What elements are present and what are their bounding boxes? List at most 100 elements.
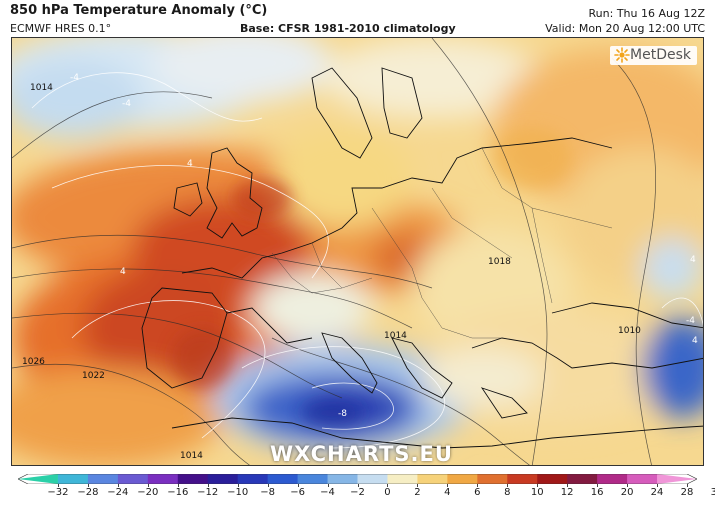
watermark: WXCHARTS.EU [270, 442, 453, 466]
colorbar-tickmark [417, 484, 419, 487]
coastlines [141, 67, 703, 449]
colorbar-tick-label: 10 [530, 487, 544, 498]
colorbar-tick-label: 16 [590, 487, 604, 498]
map-canvas: 1014 1026 1022 1018 1014 1010 1014 -4 -4… [12, 38, 703, 465]
colorbar-segment [207, 474, 239, 484]
colorbar-tickmark [177, 484, 179, 487]
anomaly-label: 4 [120, 267, 126, 277]
colorbar-segment [147, 474, 179, 484]
colorbar-segment [567, 474, 598, 484]
colorbar-tick-label: 12 [560, 487, 574, 498]
colorbar-tick-label: −2 [350, 487, 365, 498]
anomaly-label: 4 [187, 159, 193, 169]
colorbar-tickmark [57, 484, 59, 487]
header: 850 hPa Temperature Anomaly (°C) ECMWF H… [0, 0, 715, 38]
colorbar-segment [87, 474, 119, 484]
run-label: Run: Thu 16 Aug 12Z [588, 7, 705, 20]
colorbar-segments [18, 474, 697, 484]
colorbar-tick-label: 6 [474, 487, 481, 498]
anomaly-label: -4 [122, 99, 131, 109]
sun-icon [614, 47, 630, 63]
colorbar-tick-label: −20 [137, 487, 159, 498]
country-borders [271, 147, 613, 339]
anomaly-label: -8 [338, 409, 347, 419]
colorbar-segment [537, 474, 568, 484]
colorbar-segment [657, 474, 697, 484]
colorbar-segment [57, 474, 89, 484]
colorbar-tickmark [657, 484, 659, 487]
colorbar-tick-label: 0 [384, 487, 391, 498]
colorbar-tickmark [447, 484, 449, 487]
colorbar-segment [117, 474, 149, 484]
colorbar-tickmark [567, 484, 569, 487]
colorbar-tick-label: 2 [414, 487, 421, 498]
colorbar-ticks: −32 −28 −24 −20 −16 −12 −10 −8 −6 −4 −2 0 2 4 6 8 10 12 16… [0, 484, 715, 508]
anomaly-label: -4 [70, 73, 79, 83]
colorbar-tickmark [87, 484, 89, 487]
colorbar-segment [327, 474, 359, 484]
colorbar-tick-label: −12 [197, 487, 219, 498]
anomaly-map[interactable]: 1014 1026 1022 1018 1014 1010 1014 -4 -4… [11, 37, 704, 466]
colorbar-tickmark [207, 484, 209, 487]
colorbar-tickmark [357, 484, 359, 487]
colorbar-tick-label: −8 [260, 487, 275, 498]
anomaly-label: 4 [690, 255, 696, 265]
colorbar-segment [597, 474, 628, 484]
colorbar-segment [297, 474, 329, 484]
colorbar-segment [387, 474, 419, 484]
colorbar-tick-label: −6 [290, 487, 305, 498]
metdesk-logo: MetDesk [610, 46, 697, 65]
anomaly-label: 4 [692, 336, 698, 346]
colorbar-tick-label: −32 [47, 487, 69, 498]
colorbar-tickmark [327, 484, 329, 487]
colorbar-tickmark [387, 484, 389, 487]
colorbar-tickmark [237, 484, 239, 487]
colorbar-tickmark [267, 484, 269, 487]
anomaly-labels: -4 -4 4 4 -8 4 -4 4 [70, 73, 698, 419]
isobars [12, 38, 656, 465]
colorbar-tickmark [687, 484, 688, 487]
colorbar-tick-label: −16 [167, 487, 189, 498]
colorbar-tickmark [597, 484, 599, 487]
isobar-label: 1010 [618, 326, 641, 336]
colorbar-segment [357, 474, 389, 484]
colorbar-tick-label: 20 [620, 487, 634, 498]
anomaly-label: -4 [686, 316, 695, 326]
isobar-label: 1022 [82, 371, 105, 381]
isobar-label: 1014 [384, 331, 407, 341]
isobar-labels: 1014 1026 1022 1018 1014 1010 1014 [22, 83, 641, 461]
colorbar-tick-label: 8 [504, 487, 511, 498]
colorbar-segment [507, 474, 538, 484]
colorbar-tickmark [507, 484, 509, 487]
isobar-label: 1014 [180, 451, 203, 461]
colorbar-tickmark [117, 484, 119, 487]
colorbar-tick-label: 28 [680, 487, 694, 498]
colorbar [18, 474, 697, 484]
colorbar-segment [177, 474, 209, 484]
colorbar-tickmark [297, 484, 299, 487]
colorbar-segment [477, 474, 508, 484]
colorbar-tick-label: −28 [77, 487, 99, 498]
colorbar-tickmark [537, 484, 539, 487]
colorbar-tick-label: 32 [710, 487, 715, 498]
colorbar-segment [18, 474, 58, 484]
chart-title: 850 hPa Temperature Anomaly (°C) [10, 3, 268, 18]
colorbar-tickmark [477, 484, 479, 487]
isobar-label: 1014 [30, 83, 53, 93]
colorbar-segment [417, 474, 448, 484]
colorbar-segment [627, 474, 658, 484]
base-climatology-label: Base: CFSR 1981-2010 climatology [240, 22, 456, 35]
colorbar-tick-label: −24 [107, 487, 129, 498]
colorbar-tick-label: 4 [444, 487, 451, 498]
colorbar-tick-label: −4 [320, 487, 335, 498]
isobar-label: 1018 [488, 257, 511, 267]
isobar-label: 1026 [22, 357, 45, 367]
valid-time-label: Valid: Mon 20 Aug 12:00 UTC [545, 22, 705, 35]
colorbar-segment [237, 474, 269, 484]
colorbar-tick-label: 24 [650, 487, 664, 498]
anomaly-field [12, 38, 703, 465]
colorbar-tick-label: −10 [227, 487, 249, 498]
model-label: ECMWF HRES 0.1° [10, 22, 112, 35]
colorbar-segment [447, 474, 478, 484]
colorbar-segment [267, 474, 299, 484]
